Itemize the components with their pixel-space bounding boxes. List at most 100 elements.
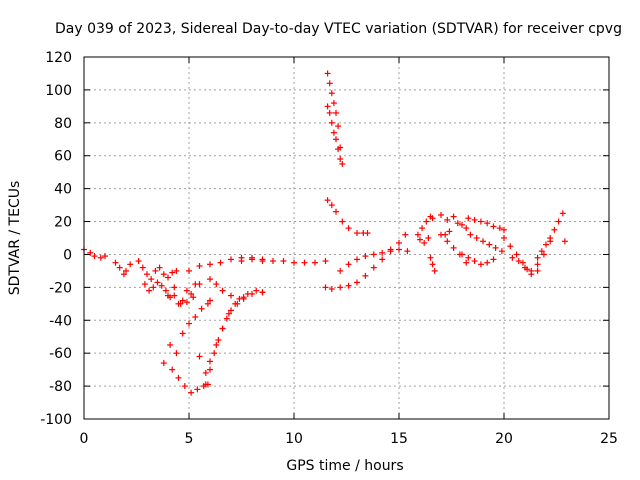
data-point bbox=[501, 226, 507, 233]
data-point bbox=[215, 337, 222, 344]
x-tick-label: 20 bbox=[495, 431, 513, 447]
data-point bbox=[162, 287, 169, 294]
data-point bbox=[160, 360, 167, 367]
y-tick-label: -40 bbox=[49, 313, 72, 329]
grid bbox=[84, 57, 609, 419]
data-point bbox=[207, 276, 213, 283]
data-point bbox=[259, 258, 266, 265]
data-point bbox=[225, 310, 232, 317]
data-point bbox=[534, 254, 541, 261]
data-point bbox=[171, 284, 178, 291]
data-point bbox=[158, 282, 165, 289]
data-point bbox=[196, 281, 203, 288]
data-point bbox=[454, 220, 461, 227]
data-point bbox=[324, 197, 331, 204]
data-point bbox=[207, 358, 213, 365]
data-point bbox=[249, 290, 255, 297]
data-point bbox=[144, 271, 150, 278]
x-tick-label: 5 bbox=[185, 431, 194, 447]
data-point bbox=[333, 208, 339, 215]
y-tick-label: -80 bbox=[49, 379, 72, 395]
data-point bbox=[538, 248, 545, 255]
x-tick-label: 10 bbox=[285, 431, 303, 447]
data-point bbox=[515, 258, 522, 265]
data-point bbox=[337, 156, 344, 163]
data-point bbox=[249, 256, 255, 263]
data-point bbox=[551, 226, 558, 233]
x-tick-label: 15 bbox=[390, 431, 408, 447]
data-point bbox=[339, 160, 346, 167]
data-point bbox=[427, 254, 434, 261]
data-point bbox=[496, 225, 503, 232]
data-point bbox=[219, 325, 226, 332]
data-point bbox=[431, 267, 438, 274]
data-point bbox=[370, 251, 377, 258]
data-point bbox=[312, 259, 318, 266]
data-point bbox=[228, 256, 234, 263]
data-point bbox=[211, 350, 218, 357]
chart-title: Day 039 of 2023, Sidereal Day-to-day VTE… bbox=[55, 21, 622, 37]
data-point bbox=[173, 267, 180, 274]
data-point bbox=[335, 123, 342, 130]
data-point bbox=[543, 241, 549, 248]
data-point bbox=[165, 274, 171, 281]
x-tick-labels: 0 5 10 15 20 25 bbox=[80, 431, 618, 447]
data-point bbox=[192, 313, 199, 320]
data-point bbox=[498, 248, 505, 255]
y-tick-label: -60 bbox=[49, 346, 72, 362]
data-point bbox=[179, 297, 186, 304]
data-point bbox=[419, 225, 426, 232]
data-point bbox=[202, 381, 209, 388]
data-point bbox=[345, 282, 352, 289]
y-tick-label: 60 bbox=[54, 149, 72, 165]
data-point bbox=[463, 225, 470, 232]
data-point bbox=[480, 238, 486, 245]
data-point bbox=[240, 295, 247, 302]
data-point bbox=[471, 258, 478, 265]
data-point bbox=[513, 251, 520, 258]
data-point bbox=[198, 305, 205, 312]
data-point bbox=[490, 223, 497, 230]
y-tick-label: 80 bbox=[54, 116, 72, 132]
data-point bbox=[324, 70, 331, 77]
data-point bbox=[417, 236, 423, 243]
data-point bbox=[450, 244, 457, 251]
data-point bbox=[148, 276, 155, 283]
data-point bbox=[152, 267, 159, 274]
data-point bbox=[561, 238, 568, 245]
data-point bbox=[354, 279, 360, 286]
data-point bbox=[534, 267, 541, 274]
data-point bbox=[364, 230, 371, 237]
data-point bbox=[345, 225, 352, 232]
data-point bbox=[328, 119, 335, 126]
data-point bbox=[238, 258, 245, 265]
data-point bbox=[259, 289, 266, 296]
data-point bbox=[102, 253, 108, 260]
data-point bbox=[291, 259, 297, 266]
data-point bbox=[354, 256, 360, 263]
data-point bbox=[186, 320, 192, 327]
data-point bbox=[301, 259, 308, 266]
data-point bbox=[328, 202, 335, 209]
data-point bbox=[97, 254, 104, 261]
data-point bbox=[446, 228, 453, 235]
data-point bbox=[135, 258, 142, 265]
data-points bbox=[81, 70, 568, 396]
data-point bbox=[280, 258, 287, 265]
y-tick-label: 40 bbox=[54, 182, 72, 198]
data-point bbox=[362, 253, 369, 260]
y-tick-label: 100 bbox=[45, 83, 72, 99]
data-point bbox=[217, 259, 224, 266]
data-point bbox=[459, 221, 465, 228]
data-point bbox=[333, 109, 339, 116]
data-point bbox=[330, 129, 337, 136]
data-point bbox=[354, 230, 360, 237]
data-point bbox=[123, 267, 129, 274]
data-point bbox=[116, 264, 123, 271]
data-point bbox=[559, 210, 566, 217]
x-axis-label: GPS time / hours bbox=[286, 458, 403, 474]
data-point bbox=[414, 231, 421, 238]
data-point bbox=[228, 307, 234, 314]
y-tick-label: 120 bbox=[45, 50, 72, 66]
data-point bbox=[429, 261, 436, 268]
